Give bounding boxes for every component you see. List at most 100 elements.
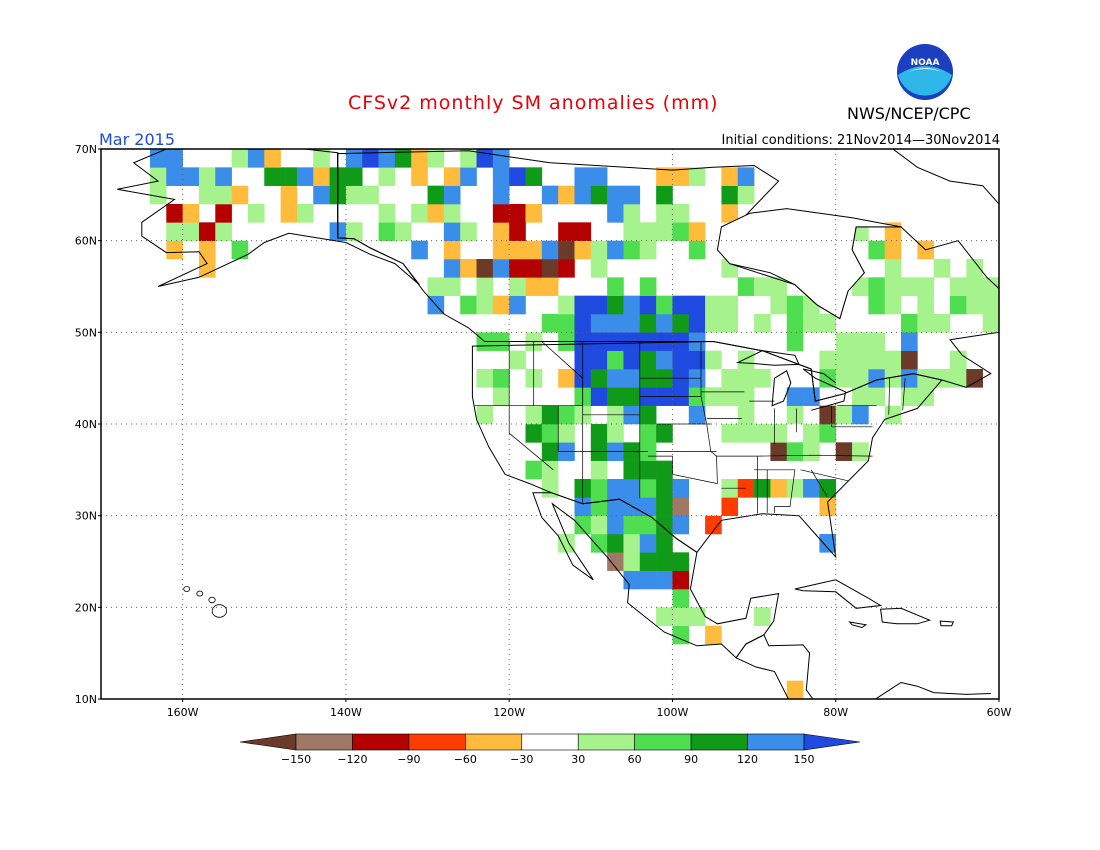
colorbar: −150 −120 −90 −60 −30 30 60 90 120 150 [239,733,861,766]
anomaly-cell [950,350,967,370]
anomaly-cell [623,295,641,315]
anomaly-cell [149,185,167,205]
anomaly-cell [868,369,886,388]
svg-text:NOAA: NOAA [911,58,940,68]
anomaly-cell [509,350,526,370]
anomaly-cell [721,424,739,443]
anomaly-cell [623,369,641,388]
anomaly-cell [590,460,608,480]
anomaly-cell [427,149,445,168]
anomaly-cell [656,479,673,498]
anomaly-cell [737,167,755,186]
anomaly-cell [607,479,624,498]
anomaly-cell [541,240,559,260]
anomaly-cell [607,277,624,296]
anomaly-cell [721,369,739,388]
anomaly-cell [590,314,608,333]
anomaly-cell [803,314,820,333]
anomaly-cell [492,387,510,406]
colorbar-swatch [747,733,805,751]
anomaly-cell [215,222,232,241]
lon-tick-label: 100W [657,706,689,719]
colorbar-label: −60 [454,753,477,766]
anomaly-cell [672,204,690,223]
anomaly-cell [737,387,755,406]
anomaly-cell [590,259,608,278]
anomaly-cell [656,570,673,590]
anomaly-cell [492,149,510,168]
anomaly-cell [198,167,216,186]
anomaly-cell [852,350,869,370]
anomaly-cell [770,442,788,461]
lon-tick-label: 120W [493,706,525,719]
coastline-hawaii [196,590,204,597]
anomaly-cell [688,295,706,315]
anomaly-cell [656,515,673,535]
anomaly-cell [182,204,200,223]
anomaly-cell [492,185,510,205]
anomaly-cell [901,314,918,333]
anomaly-cell [754,277,771,296]
state-boundary [557,405,648,452]
anomaly-cell [182,222,200,241]
colorbar-label: 90 [684,753,698,766]
anomaly-cell [345,167,363,186]
anomaly-cell [950,295,967,315]
state-boundary [800,469,849,482]
anomaly-cell [607,387,624,406]
anomaly-cell [917,277,934,296]
anomaly-cell [656,222,673,241]
anomaly-cell [754,479,771,498]
anomaly-cell [590,185,608,205]
anomaly-cell [933,259,951,278]
anomaly-cell [786,332,804,351]
anomaly-cell [770,479,788,498]
anomaly-cell [737,369,755,388]
anomaly-cell [721,497,739,516]
anomaly-cell [917,314,934,333]
anomaly-cell [819,369,837,388]
anomaly-cell [541,314,559,333]
anomaly-cell [166,222,183,241]
anomaly-cell [166,167,183,186]
anomaly-cell [754,607,771,626]
anomaly-cell [639,515,657,535]
colorbar-label: 60 [628,753,642,766]
anomaly-cell [884,259,902,278]
anomaly-cell [427,277,445,296]
coastline-hawaii [183,586,191,592]
anomaly-cell [541,460,559,480]
coastline-south-america [874,681,991,699]
anomaly-cell [639,277,657,296]
anomaly-cell [950,277,967,296]
anomaly-cell [705,515,722,535]
anomaly-cell [411,167,428,186]
lat-tick-label: 70N [75,143,97,156]
anomaly-cell [884,240,902,260]
anomaly-cell [917,369,934,388]
anomaly-cell [786,405,804,425]
anomaly-cell [721,295,739,315]
anomaly-cell [656,350,673,370]
coastline-hawaii [208,596,216,604]
anomaly-cell [427,204,445,223]
anomaly-cell [574,167,592,186]
anomaly-cell [541,259,559,278]
anomaly-cell [623,387,641,406]
anomaly-cell [786,295,804,315]
anomaly-cell [688,314,706,333]
map-title: CFSv2 monthly SM anomalies (mm) [348,92,719,114]
colorbar-swatch [408,733,466,751]
anomaly-cell [280,185,298,205]
anomaly-cell [541,185,559,205]
anomaly-cell [672,515,690,535]
lake-superior [735,350,800,366]
anomaly-cell [492,240,510,260]
anomaly-cell [460,295,477,315]
anomaly-cell [492,259,510,278]
lon-tick-label: 80W [823,706,848,719]
anomaly-cell [509,240,526,260]
anomaly-cell [982,295,999,315]
anomaly-cell [786,442,804,461]
anomaly-cell [607,204,624,223]
